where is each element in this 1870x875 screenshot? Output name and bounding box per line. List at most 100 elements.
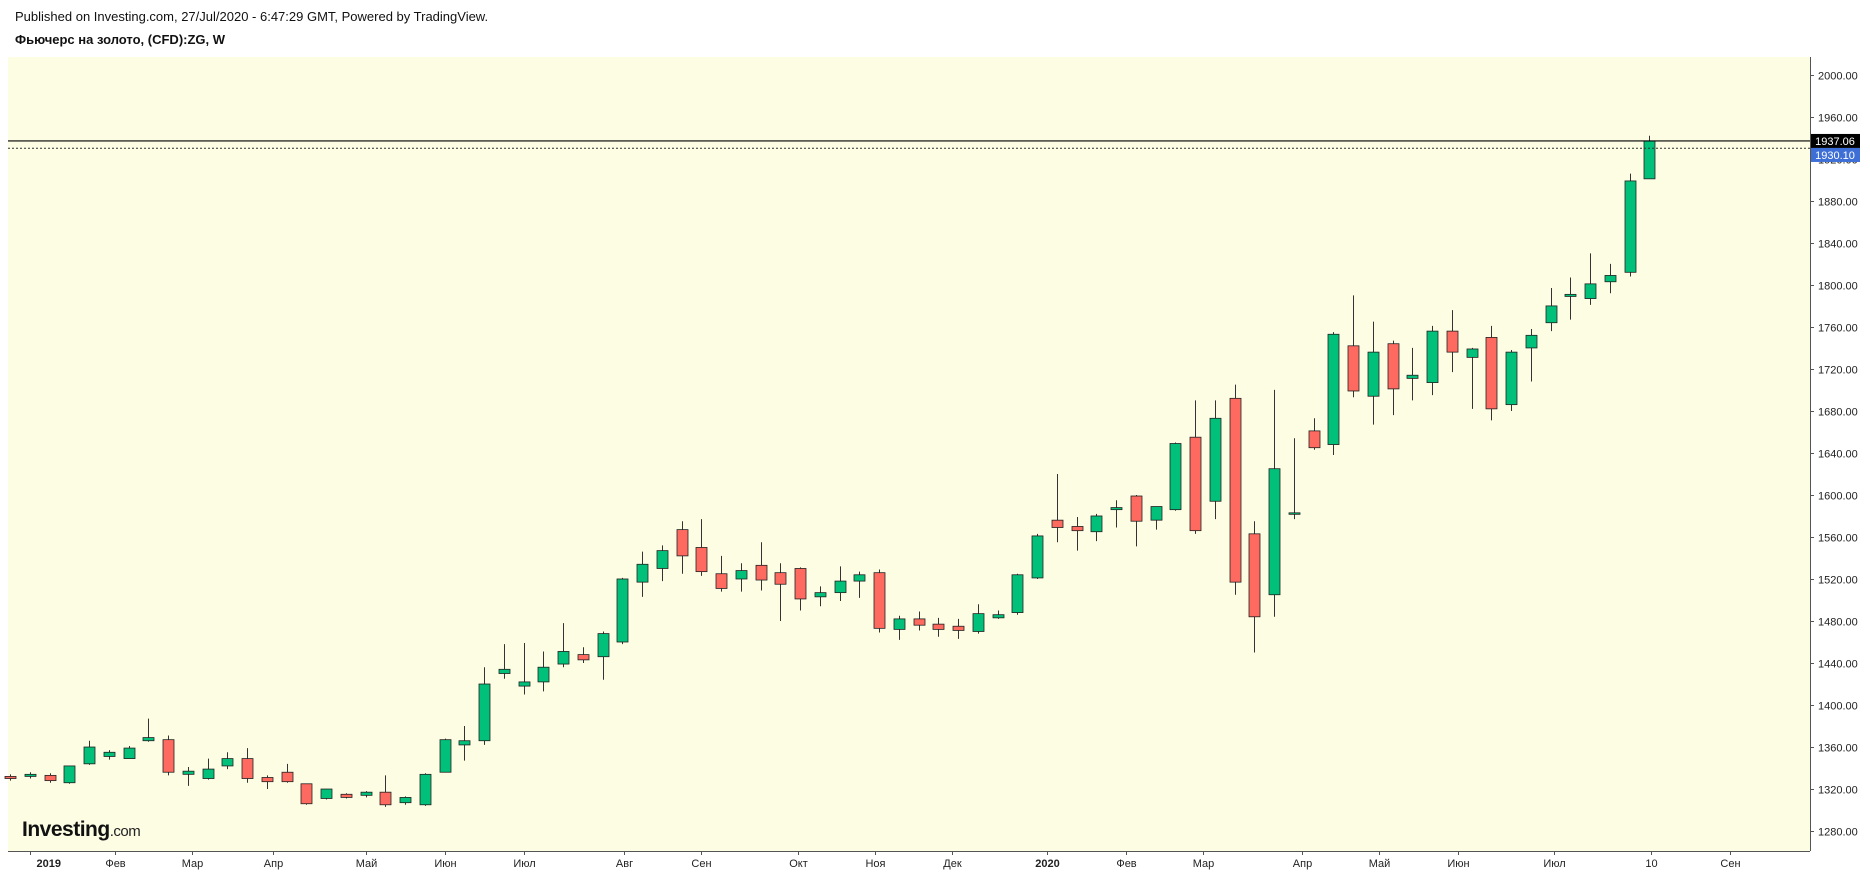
candle — [1051, 473, 1064, 543]
candle-body-up — [814, 592, 827, 598]
candle — [1268, 389, 1281, 617]
candle-body-up — [142, 737, 155, 742]
price-tick-label: 2000.00 — [1818, 71, 1858, 83]
candle — [1071, 517, 1084, 551]
candle — [1327, 332, 1340, 456]
candle-body-down — [4, 776, 17, 779]
candle-body-up — [1426, 330, 1439, 383]
candle — [1209, 400, 1222, 520]
candle — [1130, 494, 1143, 547]
candle-body-up — [1406, 374, 1419, 379]
time-tick-label: Фев — [1116, 858, 1136, 870]
candle — [557, 623, 570, 668]
candle-body-up — [1367, 351, 1380, 397]
close-price-label: 1930.10 — [1815, 150, 1855, 162]
candle-body-down — [715, 573, 728, 589]
candle — [656, 545, 669, 582]
candle-body-up — [1505, 351, 1518, 406]
candle — [202, 758, 215, 780]
candle — [1387, 340, 1400, 416]
price-tick-label: 1320.00 — [1818, 785, 1858, 797]
candle — [597, 631, 610, 680]
candle — [44, 773, 57, 783]
candle — [83, 740, 96, 765]
price-tick-label: 1840.00 — [1818, 239, 1858, 251]
candle-body-down — [300, 783, 313, 805]
candle — [241, 748, 254, 783]
candle — [1288, 438, 1301, 520]
candle-body-down — [577, 654, 590, 661]
candle-body-down — [162, 739, 175, 773]
candle — [1090, 513, 1103, 542]
candle-body-down — [794, 568, 807, 600]
time-tick-label: Май — [356, 858, 378, 870]
candle — [281, 763, 294, 783]
candle — [1485, 325, 1498, 421]
candle-body-down — [1130, 495, 1143, 522]
price-tick-label: 1280.00 — [1818, 827, 1858, 839]
candle-body-up — [221, 758, 234, 767]
candle-body-down — [1446, 330, 1459, 353]
candle-body-up — [458, 740, 471, 746]
time-tick-label: Июн — [1447, 858, 1469, 870]
time-tick-label: Июл — [1543, 858, 1565, 870]
candle-body-down — [1051, 519, 1064, 528]
candle — [735, 563, 748, 592]
candle — [577, 647, 590, 664]
candle — [1229, 384, 1242, 595]
candle — [952, 618, 965, 639]
candle-body-up — [399, 797, 412, 804]
candle — [103, 750, 116, 760]
candle-body-up — [992, 614, 1005, 619]
candle-body-up — [656, 550, 669, 569]
time-tick-label: Сен — [691, 858, 711, 870]
candle — [1545, 288, 1558, 332]
candle-body-up — [597, 633, 610, 658]
price-tick-label: 1960.00 — [1818, 113, 1858, 125]
candle-body-down — [1347, 345, 1360, 392]
time-tick-label: Мар — [1193, 858, 1215, 870]
candle-body-up — [498, 668, 511, 674]
candle-body-down — [281, 771, 294, 783]
candle — [1011, 573, 1024, 615]
candle-body-up — [1031, 535, 1044, 579]
candle-body-up — [1209, 417, 1222, 502]
candle — [913, 611, 926, 631]
candle-body-up — [1268, 468, 1281, 596]
candle — [63, 765, 76, 784]
time-tick-label: Мар — [182, 858, 204, 870]
candle — [340, 793, 353, 799]
candle-body-down — [1229, 397, 1242, 583]
close-price-label-bg — [1811, 147, 1860, 162]
candle-body-up — [1288, 512, 1301, 515]
candle — [1110, 500, 1123, 528]
candle-body-down — [676, 529, 689, 557]
candle — [24, 772, 37, 779]
candle — [458, 726, 471, 761]
candle-body-up — [1525, 334, 1538, 349]
candle-body-down — [1387, 343, 1400, 390]
candle — [182, 766, 195, 786]
price-tick-label: 1560.00 — [1818, 533, 1858, 545]
candle — [1150, 506, 1163, 530]
price-tick-label: 1520.00 — [1818, 575, 1858, 587]
candle-body-down — [1248, 533, 1261, 618]
candle — [399, 796, 412, 805]
price-tick-label: 1680.00 — [1818, 407, 1858, 419]
candle — [853, 571, 866, 598]
candle-body-down — [774, 572, 787, 585]
candle — [1347, 295, 1360, 398]
candle-body-up — [1169, 443, 1182, 511]
candle-body-up — [24, 773, 37, 777]
time-tick-label: Дек — [943, 858, 962, 870]
candle — [142, 718, 155, 742]
candle — [1624, 173, 1637, 277]
price-tick-label: 1760.00 — [1818, 323, 1858, 335]
candle-body-down — [695, 547, 708, 573]
candle — [972, 604, 985, 634]
candle-body-down — [952, 625, 965, 631]
candle-body-up — [972, 613, 985, 632]
price-tick-label: 1800.00 — [1818, 281, 1858, 293]
candle — [676, 521, 689, 574]
